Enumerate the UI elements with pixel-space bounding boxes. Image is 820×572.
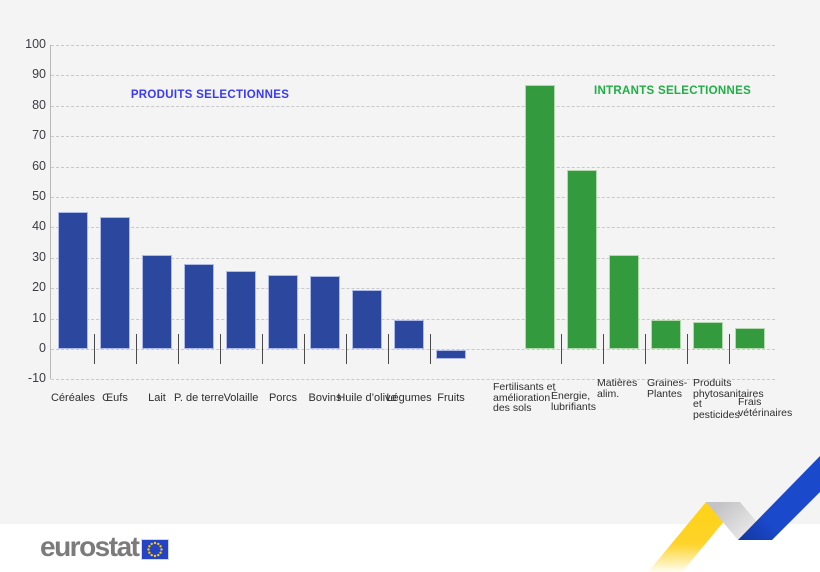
- bar-0-3: [184, 263, 214, 349]
- bar-1-2: [609, 254, 639, 349]
- y-tick-label-80: 80: [32, 97, 46, 112]
- category-separator-tick: [388, 334, 389, 364]
- category-label: Matières alim.: [597, 377, 638, 400]
- gridline-90: [51, 75, 775, 77]
- ribbon-yellow-stripe: [648, 502, 740, 572]
- category-separator-tick: [220, 334, 221, 364]
- y-axis-line: [50, 45, 51, 380]
- y-tick-label-70: 70: [32, 128, 46, 143]
- gridline-60: [51, 166, 775, 168]
- right-group-title: INTRANTS SELECTIONNES: [593, 85, 752, 97]
- y-tick-label-40: 40: [32, 219, 46, 234]
- bar-1-4: [693, 321, 723, 349]
- category-label: Énergie, lubrifiants: [551, 390, 596, 413]
- bar-1-0: [525, 84, 555, 349]
- category-separator-tick: [178, 334, 179, 364]
- gridline-20: [51, 288, 775, 290]
- category-label: Volaille: [223, 392, 259, 404]
- category-label: Légumes: [386, 392, 432, 404]
- category-label: Œufs: [102, 392, 128, 404]
- category-label: Lait: [148, 392, 166, 404]
- eurostat-logo-text: eurostat: [40, 531, 140, 562]
- gridline-80: [51, 105, 775, 107]
- eu-flag-icon: [141, 538, 170, 560]
- category-label: P. de terre: [174, 392, 224, 404]
- category-separator-tick: [346, 334, 347, 364]
- y-tick-label--10: -10: [27, 371, 46, 386]
- eurostat-ribbon-graphic: [648, 456, 820, 572]
- bar-1-3: [651, 320, 681, 349]
- gridline-70: [51, 136, 775, 138]
- category-separator-tick: [645, 334, 646, 364]
- category-separator-tick: [561, 334, 562, 364]
- category-label: Huile d’olive: [337, 392, 397, 404]
- gridline-0: [51, 349, 775, 350]
- bar-0-8: [394, 320, 424, 349]
- category-separator-tick: [304, 334, 305, 364]
- category-label: Graines- Plantes: [647, 377, 688, 400]
- bar-1-5: [735, 327, 765, 349]
- category-label: Frais vétérinaires: [738, 396, 793, 419]
- y-tick-label-50: 50: [32, 189, 46, 203]
- bar-0-5: [268, 274, 298, 349]
- category-label: Céréales: [50, 392, 96, 404]
- bar-0-0: [58, 212, 88, 349]
- y-tick-label-100: 100: [25, 37, 46, 51]
- y-tick-label-10: 10: [32, 310, 46, 325]
- category-separator-tick: [94, 334, 95, 364]
- bar-0-4: [226, 271, 256, 349]
- category-separator-tick: [603, 334, 604, 364]
- gridline-40: [51, 227, 775, 229]
- category-label: Fruits: [437, 392, 465, 404]
- bar-0-1: [100, 216, 130, 349]
- category-label: Produits phytosanitaires et pesticides: [693, 377, 764, 421]
- y-tick-label-60: 60: [32, 158, 46, 173]
- y-tick-label-30: 30: [32, 249, 46, 264]
- ribbon-blue-stripe: [738, 456, 820, 540]
- category-label: Bovins: [308, 392, 342, 404]
- eu-stars: [147, 541, 164, 557]
- gridline-30: [51, 257, 775, 259]
- bar-0-7: [352, 289, 382, 349]
- category-separator-tick: [729, 334, 730, 364]
- chart-background: [0, 0, 820, 524]
- gridline--10: [51, 379, 775, 381]
- eurostat-logo: eurostat: [40, 531, 170, 562]
- left-group-title: PRODUITS SELECTIONNES: [130, 89, 290, 101]
- bar-0-9: [436, 350, 466, 360]
- category-separator-tick: [262, 334, 263, 364]
- category-separator-tick: [136, 334, 137, 364]
- category-separator-tick: [430, 334, 431, 364]
- bar-0-2: [142, 254, 172, 349]
- bar-1-1: [567, 169, 597, 349]
- y-tick-label-90: 90: [32, 67, 46, 82]
- gridline-10: [51, 318, 775, 320]
- gridline-100: [51, 45, 775, 46]
- category-label: Porcs: [268, 392, 298, 404]
- y-tick-label-20: 20: [32, 280, 46, 295]
- y-tick-label-0: 0: [39, 341, 46, 355]
- gridline-50: [51, 197, 775, 198]
- category-label: Fertilisants et amélioration des sols: [493, 381, 556, 414]
- category-separator-tick: [687, 334, 688, 364]
- bar-0-6: [310, 276, 340, 349]
